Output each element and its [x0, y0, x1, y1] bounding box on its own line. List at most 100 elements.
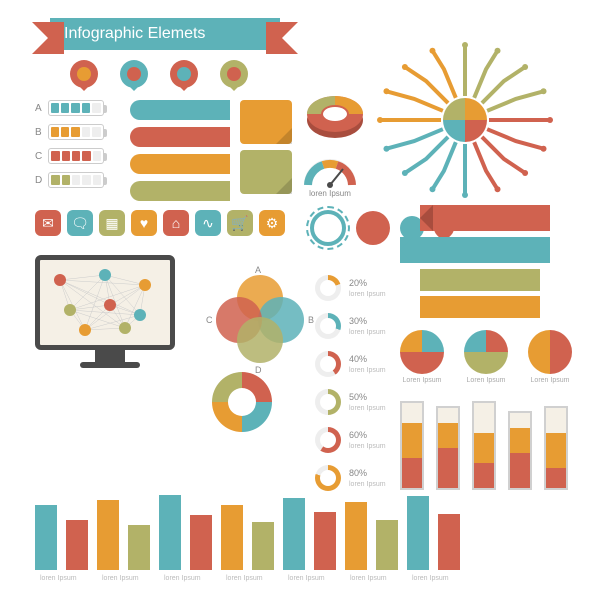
progress-ring: 80%loren Ipsum: [315, 465, 386, 491]
gauge: loren Ipsum: [300, 155, 360, 198]
pie-chart: Loren Ipsum: [400, 330, 444, 384]
tag-group: .tag[style*="#5db2b8"]::after{border-lef…: [130, 100, 230, 201]
map-pin: [220, 60, 248, 88]
bottom-bar-chart: [35, 490, 460, 570]
ribbon-olive: [420, 269, 540, 291]
pin-group: [70, 60, 248, 88]
stacked-bar: [544, 406, 568, 490]
monitor-screen: [35, 255, 175, 350]
seal-badge: [310, 210, 346, 246]
app-icon[interactable]: 🛒: [227, 210, 253, 236]
donut-quarter: [210, 370, 274, 434]
tag: .tag[style*="#b2b268"]::after{border-lef…: [130, 181, 230, 201]
bar-axis-label: loren Ipsum: [40, 575, 77, 582]
app-icon[interactable]: ∿: [195, 210, 221, 236]
progress-ring: 50%loren Ipsum: [315, 389, 386, 415]
stacked-bar: [508, 411, 532, 490]
app-icon[interactable]: ⚙: [259, 210, 285, 236]
progress-ring: 30%loren Ipsum: [315, 313, 386, 339]
app-icon[interactable]: ⌂: [163, 210, 189, 236]
bar: [190, 515, 212, 570]
progress-label: 30%loren Ipsum: [349, 316, 386, 336]
bar: [97, 500, 119, 570]
stacked-bar: [436, 406, 460, 490]
sticky-note: [240, 100, 292, 144]
bar: [314, 512, 336, 570]
monitor: [35, 255, 185, 375]
bar: [283, 498, 305, 570]
stacked-bar-chart: [400, 400, 568, 490]
arrow-red: [420, 205, 550, 231]
gauge-label: loren Ipsum: [300, 189, 360, 198]
map-pin: [70, 60, 98, 88]
battery-label: C: [35, 151, 42, 162]
venn-lbl-a: A: [255, 265, 261, 275]
bar-axis-label: loren Ipsum: [350, 575, 387, 582]
battery: [48, 100, 104, 116]
bar: [345, 502, 367, 570]
bar: [159, 495, 181, 570]
battery-row: D: [35, 172, 104, 188]
stacked-bar: [472, 401, 496, 490]
progress-column: 20%loren Ipsum 30%loren Ipsum 40%loren Ips…: [315, 275, 386, 491]
app-icon[interactable]: ▦: [99, 210, 125, 236]
notes-group: [240, 100, 292, 194]
battery-label: D: [35, 175, 42, 186]
battery-label: A: [35, 103, 42, 114]
pie-label: Loren Ipsum: [528, 377, 572, 384]
title-ribbon: Infographic Elemets: [50, 18, 280, 50]
battery-row: C: [35, 148, 104, 164]
tag: .tag[style*="#5db2b8"]::after{border-lef…: [130, 100, 230, 120]
battery: [48, 124, 104, 140]
venn-diagram: A B C D: [210, 275, 310, 365]
pie-row: Loren Ipsum Loren Ipsum Loren Ipsum: [400, 330, 572, 384]
stacked-bar: [400, 401, 424, 490]
donut-3d: [305, 90, 365, 145]
pie-chart: Loren Ipsum: [464, 330, 508, 384]
bar-axis-label: loren Ipsum: [412, 575, 449, 582]
progress-label: 20%loren Ipsum: [349, 278, 386, 298]
venn-lbl-b: B: [308, 315, 314, 325]
bar: [407, 496, 429, 570]
sticky-note: [240, 150, 292, 194]
venn-d: [237, 317, 283, 363]
app-icon[interactable]: ✉: [35, 210, 61, 236]
progress-label: 40%loren Ipsum: [349, 354, 386, 374]
bar: [376, 520, 398, 570]
battery: [48, 172, 104, 188]
bar: [221, 505, 243, 570]
bar-axis-label: loren Ipsum: [164, 575, 201, 582]
progress-label: 50%loren Ipsum: [349, 392, 386, 412]
venn-lbl-c: C: [206, 315, 213, 325]
progress-ring: 40%loren Ipsum: [315, 351, 386, 377]
progress-label: 80%loren Ipsum: [349, 468, 386, 488]
bar: [35, 505, 57, 570]
ribbon-orange: [420, 296, 540, 318]
tag: .tag[style*="#e79c33"]::after{border-lef…: [130, 154, 230, 174]
battery-row: B: [35, 124, 104, 140]
app-icon[interactable]: 🗨: [67, 210, 93, 236]
progress-ring: 60%loren Ipsum: [315, 427, 386, 453]
arrow-teal: [400, 237, 550, 263]
bar: [438, 514, 460, 570]
bar: [128, 525, 150, 570]
app-icon[interactable]: ♥: [131, 210, 157, 236]
progress-ring: 20%loren Ipsum: [315, 275, 386, 301]
progress-label: 60%loren Ipsum: [349, 430, 386, 450]
bar-axis-label: loren Ipsum: [288, 575, 325, 582]
arrow-group: [420, 205, 570, 323]
icon-row: ✉🗨▦♥⌂∿🛒⚙: [35, 210, 285, 236]
tag: .tag[style*="#d0624f"]::after{border-lef…: [130, 127, 230, 147]
bar-axis-label: loren Ipsum: [226, 575, 263, 582]
battery-group: A B C D: [35, 100, 104, 188]
map-pin: [120, 60, 148, 88]
pie-label: Loren Ipsum: [464, 377, 508, 384]
battery-label: B: [35, 127, 42, 138]
battery-row: A: [35, 100, 104, 116]
map-pin: [170, 60, 198, 88]
pie-chart: Loren Ipsum: [528, 330, 572, 384]
bar: [66, 520, 88, 570]
battery: [48, 148, 104, 164]
burst-badge: [356, 211, 390, 245]
pie-label: Loren Ipsum: [400, 377, 444, 384]
